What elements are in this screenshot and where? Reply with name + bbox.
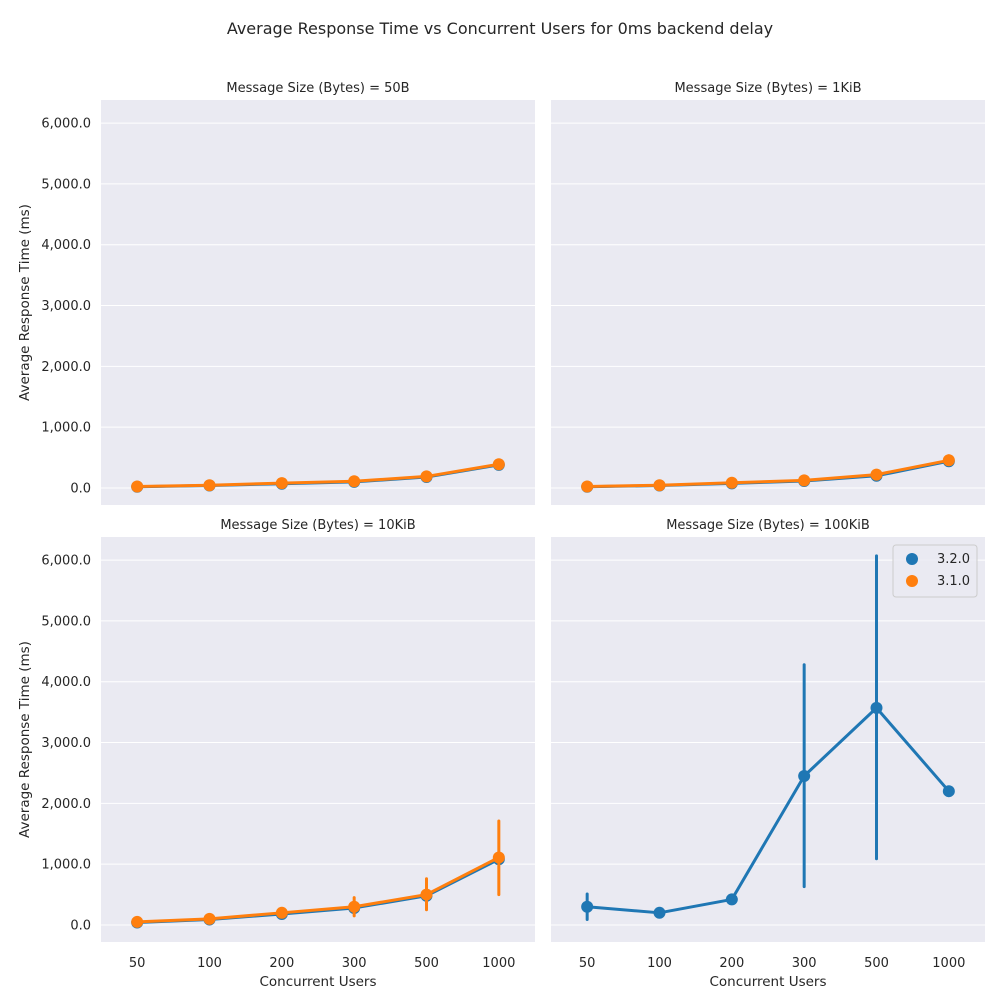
data-point [798,474,811,487]
panel-background [551,100,985,505]
series-line [135,462,501,488]
data-point [653,906,666,919]
legend-label: 3.1.0 [937,574,970,589]
x-tick-label: 50 [129,956,146,971]
x-tick-label: 300 [792,956,817,971]
data-point [870,468,883,481]
y-axis-label: Average Response Time (ms) [17,641,33,838]
data-point [275,906,288,919]
x-tick-label: 1000 [482,956,515,971]
y-tick-label: 0.0 [70,918,91,933]
panel-background [101,100,535,505]
data-point [725,893,738,906]
data-point [203,479,216,492]
series-3.1.0 [131,819,505,928]
x-tick-label: 300 [342,956,367,971]
data-point [942,785,955,798]
data-point [203,912,216,925]
panel-background [101,537,535,942]
data-point [131,915,144,928]
data-point [798,769,811,782]
panel-2: Message Size (Bytes) = 1KiB [551,81,985,505]
series-3.2.0 [581,554,955,921]
y-tick-label: 6,000.0 [41,117,91,132]
panel-title: Message Size (Bytes) = 1KiB [674,81,861,96]
y-tick-label: 1,000.0 [41,858,91,873]
data-point [420,470,433,483]
data-point [581,480,594,493]
data-point [492,851,505,864]
x-axis-label: Concurrent Users [259,974,376,990]
panel-4: 50 100 200 300 500 1000 Concurrent Users Messag… [551,518,985,990]
plots-container: 0.0 1,000.0 2,000.0 3,000.0 4,000.0 5,000.0 6,… [17,81,985,990]
panel-background [551,537,985,942]
panel-title: Message Size (Bytes) = 10KiB [220,518,415,533]
data-point [653,479,666,492]
y-tick-label: 3,000.0 [41,299,91,314]
legend-label: 3.2.0 [937,552,970,567]
legend: 3.2.0 3.1.0 [892,544,978,598]
data-point [725,476,738,489]
figure-title: Average Response Time vs Concurrent User… [227,19,773,38]
data-point [581,900,594,913]
series-line [585,706,951,915]
series-line [585,458,951,488]
x-tick-label: 200 [719,956,744,971]
x-tick-label: 50 [579,956,596,971]
data-point [131,480,144,493]
y-tick-label: 4,000.0 [41,238,91,253]
data-point [870,701,883,714]
y-axis-label: Average Response Time (ms) [17,204,33,401]
x-tick-label: 100 [647,956,672,971]
x-tick-label: 1000 [932,956,965,971]
y-tick-label: 0.0 [70,481,91,496]
data-point [492,458,505,471]
x-tick-label: 500 [414,956,439,971]
panel-title: Message Size (Bytes) = 50B [226,81,409,96]
y-tick-label: 3,000.0 [41,736,91,751]
y-tick-label: 1,000.0 [41,421,91,436]
panel-title: Message Size (Bytes) = 100KiB [666,518,870,533]
series-3.1.0 [131,458,505,493]
legend-marker [906,575,918,587]
panel-1: 0.0 1,000.0 2,000.0 3,000.0 4,000.0 5,000.0 6,… [17,81,535,505]
legend-marker [906,553,918,565]
data-point [275,477,288,490]
series-3.1.0 [581,454,955,493]
data-point [942,454,955,467]
x-tick-label: 200 [269,956,294,971]
y-tick-label: 5,000.0 [41,614,91,629]
x-tick-label: 100 [197,956,222,971]
data-point [348,900,361,913]
y-tick-label: 2,000.0 [41,360,91,375]
x-axis-label: Concurrent Users [709,974,826,990]
y-tick-label: 5,000.0 [41,177,91,192]
y-tick-label: 4,000.0 [41,675,91,690]
panel-3: 0.0 1,000.0 2,000.0 3,000.0 4,000.0 5,000.0 6,… [17,518,535,990]
x-tick-label: 500 [864,956,889,971]
data-point [420,888,433,901]
series-line [135,855,501,924]
data-point [348,475,361,488]
y-tick-label: 2,000.0 [41,797,91,812]
y-tick-label: 6,000.0 [41,554,91,569]
